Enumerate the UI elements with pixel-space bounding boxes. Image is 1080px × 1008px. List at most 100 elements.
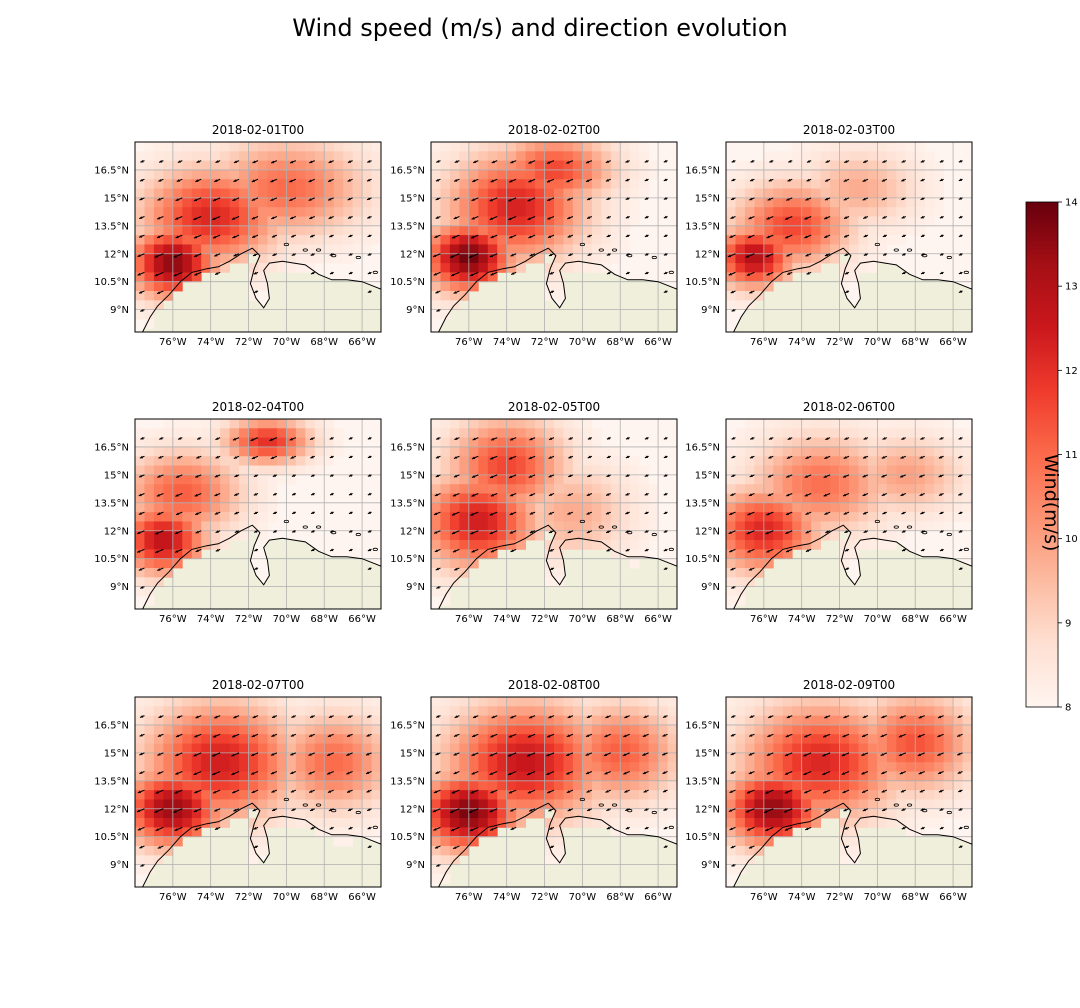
heatmap-cell bbox=[487, 715, 498, 726]
heatmap-cell bbox=[915, 706, 926, 717]
heatmap-cell bbox=[248, 428, 259, 439]
heatmap-cell bbox=[934, 179, 945, 189]
heatmap-cell bbox=[449, 428, 460, 439]
wind-arrow bbox=[507, 752, 517, 757]
heatmap-cell bbox=[849, 818, 859, 828]
heatmap-cell bbox=[201, 253, 212, 264]
wind-arrow bbox=[863, 437, 869, 440]
heatmap-cell bbox=[295, 235, 306, 245]
wind-arrow bbox=[327, 178, 334, 183]
heatmap-cell bbox=[248, 818, 259, 828]
heatmap-cell bbox=[220, 456, 231, 466]
wind-arrow bbox=[270, 178, 278, 183]
heatmap-cell bbox=[267, 207, 278, 217]
heatmap-cell bbox=[191, 799, 202, 810]
wind-arrow bbox=[843, 216, 850, 220]
y-tick-label: 13.5°N bbox=[390, 776, 425, 787]
heatmap-cell bbox=[905, 151, 916, 162]
heatmap-cell bbox=[182, 272, 193, 283]
wind-arrow bbox=[193, 808, 202, 813]
heatmap-cell bbox=[726, 272, 736, 283]
heatmap-cell bbox=[286, 818, 297, 828]
heatmap-cell bbox=[839, 743, 850, 754]
heatmap-cell bbox=[459, 235, 470, 245]
wind-arrow bbox=[823, 216, 831, 220]
heatmap-cell bbox=[924, 465, 935, 476]
heatmap-cell bbox=[924, 446, 935, 457]
wind-arrow bbox=[731, 863, 736, 867]
heatmap-cell bbox=[773, 216, 784, 227]
heatmap-cell bbox=[248, 484, 259, 494]
heatmap-cell bbox=[610, 151, 621, 162]
heatmap-cell bbox=[267, 697, 278, 707]
heatmap-cell bbox=[744, 808, 755, 819]
heatmap-cell bbox=[352, 179, 363, 189]
heatmap-cell bbox=[877, 484, 888, 494]
heatmap-cell bbox=[172, 799, 183, 810]
heatmap-cell bbox=[839, 855, 850, 866]
heatmap-cell bbox=[487, 419, 498, 429]
heatmap-cell bbox=[239, 762, 249, 772]
heatmap-cell bbox=[582, 752, 593, 763]
heatmap-cell bbox=[371, 235, 381, 245]
heatmap-cell bbox=[811, 484, 822, 494]
wind-arrow bbox=[453, 771, 460, 775]
heatmap-cell bbox=[525, 235, 536, 245]
heatmap-cell bbox=[582, 762, 593, 772]
wind-arrow bbox=[824, 511, 831, 515]
heatmap-cell bbox=[773, 179, 784, 189]
heatmap-cell bbox=[563, 446, 574, 457]
heatmap-cell bbox=[172, 808, 183, 819]
y-tick-label: 10.5°N bbox=[685, 277, 720, 288]
heatmap-cell bbox=[754, 715, 765, 726]
wind-arrow bbox=[784, 752, 793, 757]
heatmap-cell bbox=[449, 780, 460, 791]
heatmap-cell bbox=[525, 734, 536, 744]
heatmap-cell bbox=[497, 743, 508, 754]
heatmap-cell bbox=[468, 169, 479, 180]
heatmap-cell bbox=[135, 225, 145, 236]
heatmap-cell bbox=[610, 446, 621, 457]
heatmap-cell bbox=[324, 780, 335, 791]
wind-arrow bbox=[785, 511, 793, 516]
wind-arrow bbox=[899, 771, 906, 775]
heatmap-cell bbox=[744, 724, 755, 735]
heatmap-cell bbox=[525, 799, 536, 810]
heatmap-cell bbox=[258, 743, 268, 754]
wind-arrow bbox=[920, 808, 925, 811]
heatmap-cell bbox=[431, 446, 441, 457]
y-tick-label: 16.5°N bbox=[94, 442, 129, 453]
heatmap-cell bbox=[314, 743, 325, 754]
heatmap-cell bbox=[934, 771, 945, 782]
wind-arrow bbox=[529, 511, 536, 515]
heatmap-cell bbox=[333, 235, 344, 245]
heatmap-cell bbox=[563, 263, 574, 273]
wind-arrow bbox=[159, 436, 164, 440]
heatmap-cell bbox=[867, 465, 878, 476]
x-tick-label: 68°W bbox=[901, 892, 929, 903]
wind-arrow bbox=[326, 752, 334, 757]
wind-arrow bbox=[215, 548, 221, 552]
island-outline bbox=[372, 270, 378, 274]
wind-arrow bbox=[348, 252, 353, 256]
heatmap-cell bbox=[830, 235, 840, 245]
heatmap-cell bbox=[886, 724, 897, 735]
heatmap-cell bbox=[858, 493, 869, 504]
heatmap-cell bbox=[487, 549, 498, 560]
heatmap-cell bbox=[591, 771, 602, 782]
map-svg: 76°W 74°W 72°W 70°W 68°W 66°W16.5°N15°N13.5°N… bbox=[94, 141, 382, 348]
heatmap-cell bbox=[572, 446, 583, 457]
wind-arrow bbox=[310, 492, 315, 496]
heatmap-cell bbox=[572, 142, 583, 152]
heatmap-cell bbox=[629, 752, 640, 763]
heatmap-cell bbox=[506, 724, 517, 735]
wind-arrow bbox=[587, 474, 593, 478]
heatmap-cell bbox=[362, 734, 372, 744]
heatmap-cell bbox=[773, 512, 784, 522]
heatmap-cell bbox=[449, 540, 460, 550]
heatmap-cell bbox=[324, 419, 335, 429]
heatmap-cell bbox=[858, 752, 869, 763]
heatmap-cell bbox=[610, 188, 621, 199]
heatmap-cell bbox=[554, 827, 564, 838]
heatmap-cell bbox=[229, 799, 240, 810]
